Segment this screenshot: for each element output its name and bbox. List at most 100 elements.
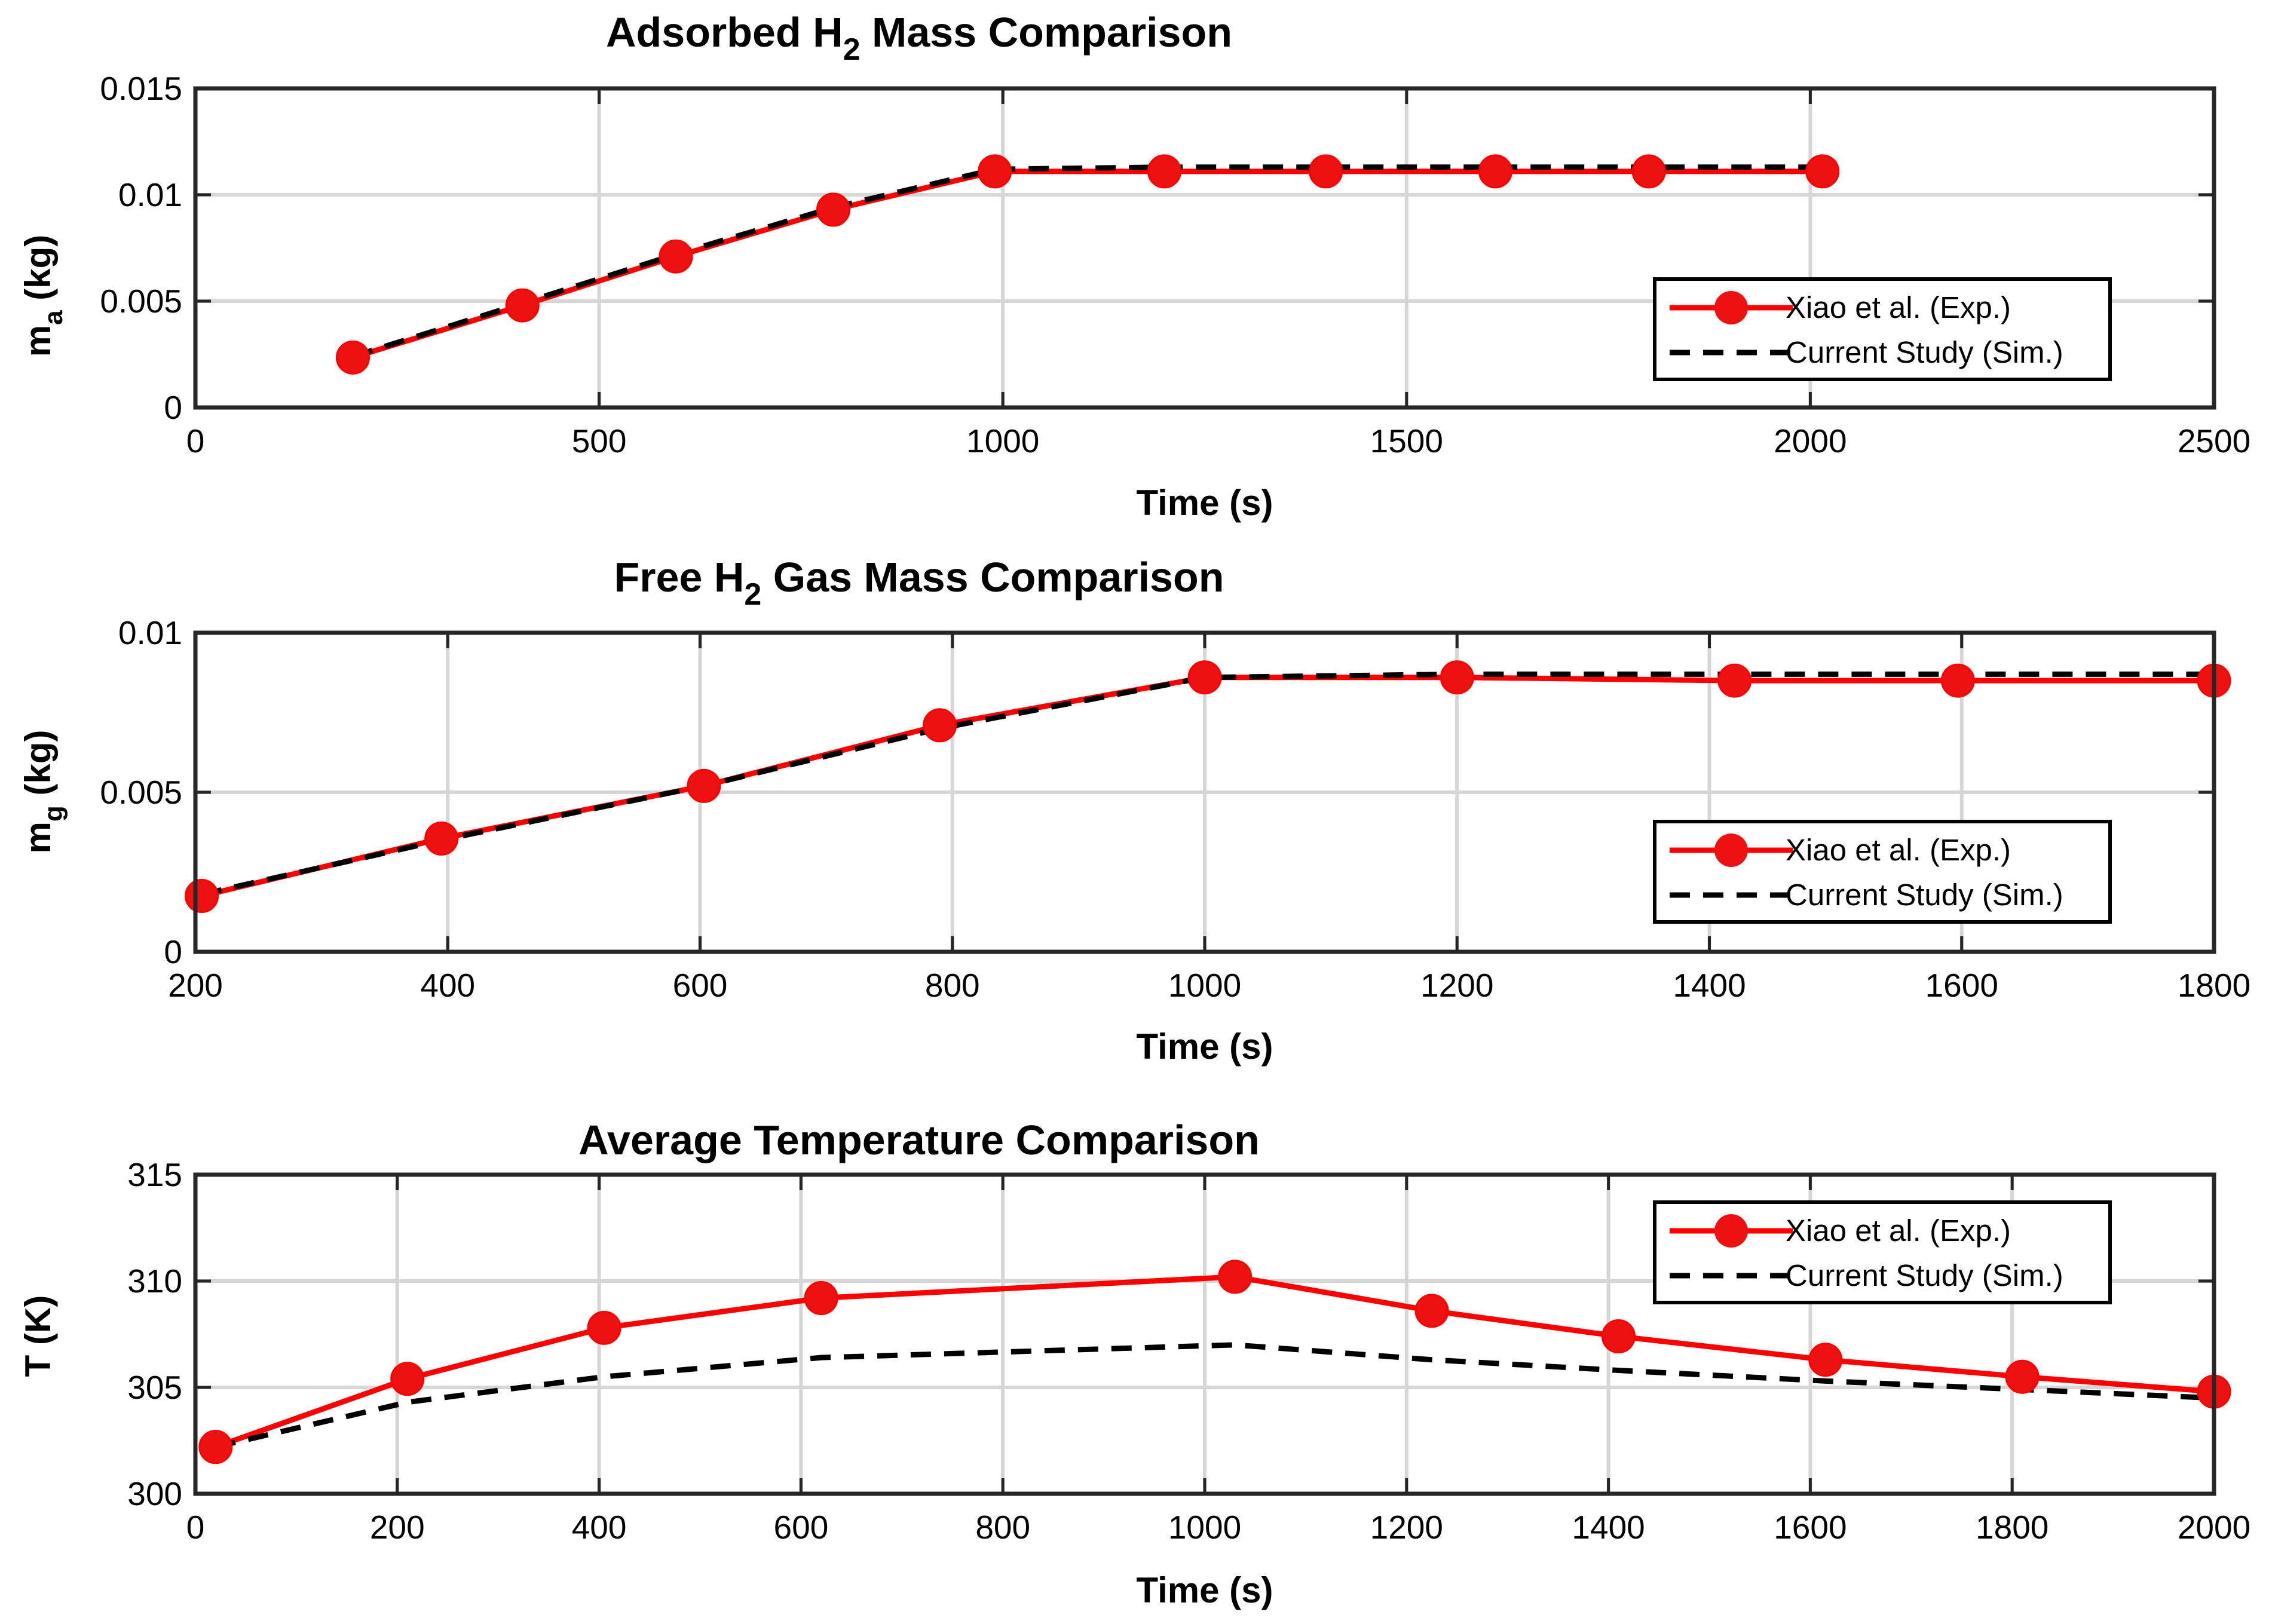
legend: Xiao et al. (Exp.) Current Study (Sim.) bbox=[1653, 820, 2112, 924]
y-tick-label: 310 bbox=[127, 1263, 182, 1300]
y-tick-label: 300 bbox=[127, 1475, 182, 1512]
x-tick-label: 1800 bbox=[1976, 1509, 2048, 1546]
legend-exp-label: Xiao et al. (Exp.) bbox=[1786, 1214, 2011, 1248]
y-axis-label: T (K) bbox=[18, 1295, 58, 1377]
x-tick-label: 600 bbox=[673, 967, 728, 1004]
exp-data-point bbox=[1414, 1294, 1449, 1328]
exp-data-point bbox=[198, 1430, 233, 1464]
axis-ticks: 0 200 400 600 800 1000 1200 1400 1600 1800 2000 300… bbox=[127, 1156, 2250, 1546]
plot-frame bbox=[193, 1172, 2216, 1496]
plot-frame bbox=[193, 630, 2216, 954]
x-tick-label: 400 bbox=[572, 1509, 627, 1546]
exp-data-point bbox=[185, 879, 219, 914]
legend-exp-marker bbox=[1714, 834, 1748, 867]
exp-data-point bbox=[335, 340, 370, 375]
x-tick-label: 200 bbox=[370, 1509, 425, 1546]
x-tick-label: 1600 bbox=[1925, 967, 1998, 1004]
exp-data-point bbox=[1601, 1319, 1636, 1354]
legend-exp-label: Xiao et al. (Exp.) bbox=[1786, 833, 2011, 867]
y-tick-label: 0.01 bbox=[118, 614, 182, 651]
x-tick-label: 1600 bbox=[1774, 1509, 1847, 1546]
x-tick-label: 200 bbox=[168, 967, 223, 1004]
panel-adsorbed-mass: Adsorbed H2 Mass Comparison Time (s) ma … bbox=[18, 9, 2250, 523]
x-tick-label: 2500 bbox=[2178, 422, 2250, 459]
exp-data-point bbox=[424, 821, 459, 856]
series-exp bbox=[352, 168, 1823, 360]
x-tick-label: 800 bbox=[975, 1509, 1030, 1546]
x-tick-label: 1500 bbox=[1370, 422, 1443, 459]
series-sim bbox=[198, 1260, 2231, 1464]
x-tick-label: 1800 bbox=[2178, 967, 2250, 1004]
plot-frame bbox=[193, 86, 2216, 410]
exp-data-point bbox=[659, 239, 693, 274]
chart-title: Adsorbed H2 Mass Comparison bbox=[606, 9, 1232, 67]
x-tick-label: 800 bbox=[925, 967, 980, 1004]
panel-temperature: Average Temperature Comparison Time (s) … bbox=[18, 1117, 2250, 1610]
x-tick-label: 0 bbox=[186, 422, 205, 459]
y-axis-label: mg (kg) bbox=[18, 730, 68, 854]
x-tick-label: 1200 bbox=[1370, 1509, 1443, 1546]
exp-data-point bbox=[1478, 154, 1512, 189]
axis-ticks: 0 500 1000 1500 2000 2500 0 0.005 0.01 0.015 bbox=[100, 70, 2250, 459]
y-tick-label: 0.01 bbox=[118, 176, 182, 213]
exp-data-point bbox=[1808, 1343, 1843, 1377]
legend-sim-label: Current Study (Sim.) bbox=[1786, 1258, 2063, 1292]
exp-data-point bbox=[816, 192, 850, 227]
chart-title: Average Temperature Comparison bbox=[578, 1117, 1260, 1163]
x-tick-label: 400 bbox=[420, 967, 475, 1004]
x-tick-label: 1000 bbox=[966, 422, 1039, 459]
exp-data-point bbox=[390, 1362, 425, 1396]
exp-data-point bbox=[1187, 660, 1222, 695]
legend-exp-marker bbox=[1714, 291, 1748, 324]
exp-data-point bbox=[923, 708, 957, 743]
y-tick-label: 0.005 bbox=[100, 774, 182, 811]
x-axis-label: Time (s) bbox=[1137, 1027, 1273, 1067]
series-sim bbox=[335, 154, 1840, 375]
legend-sim-label: Current Study (Sim.) bbox=[1786, 878, 2063, 912]
series-exp bbox=[215, 1274, 2215, 1450]
x-tick-label: 500 bbox=[572, 422, 627, 459]
legend-exp-label: Xiao et al. (Exp.) bbox=[1786, 290, 2011, 324]
legend-exp-marker bbox=[1714, 1214, 1748, 1248]
y-axis-label: ma (kg) bbox=[18, 235, 68, 357]
exp-data-point bbox=[1631, 154, 1666, 189]
exp-data-point bbox=[587, 1310, 621, 1345]
x-tick-label: 1000 bbox=[1168, 1509, 1241, 1546]
legend: Xiao et al. (Exp.) Current Study (Sim.) bbox=[1653, 277, 2112, 381]
y-tick-label: 0 bbox=[164, 389, 182, 426]
exp-data-point bbox=[1717, 663, 1752, 698]
exp-data-point bbox=[687, 768, 721, 803]
exp-data-point bbox=[978, 154, 1012, 189]
exp-data-point bbox=[505, 288, 540, 323]
exp-series-line bbox=[215, 1274, 2215, 1450]
sim-series-line bbox=[201, 671, 2214, 897]
x-tick-label: 0 bbox=[186, 1509, 205, 1546]
sim-series-line bbox=[352, 164, 1823, 359]
x-axis-label: Time (s) bbox=[1137, 483, 1273, 523]
exp-data-point bbox=[1440, 660, 1474, 695]
exp-data-point bbox=[1218, 1260, 1253, 1294]
y-tick-label: 0.005 bbox=[100, 283, 182, 320]
x-tick-label: 600 bbox=[774, 1509, 829, 1546]
exp-data-point bbox=[2005, 1359, 2040, 1394]
exp-data-point bbox=[804, 1280, 838, 1315]
panel-free-gas-mass: Free H2 Gas Mass Comparison Time (s) mg … bbox=[18, 554, 2250, 1067]
legend-sim-label: Current Study (Sim.) bbox=[1786, 335, 2063, 369]
y-tick-label: 315 bbox=[127, 1156, 182, 1193]
y-tick-label: 0 bbox=[164, 933, 182, 970]
exp-data-point bbox=[1309, 154, 1343, 189]
y-tick-label: 305 bbox=[127, 1369, 182, 1406]
x-tick-label: 2000 bbox=[2178, 1509, 2250, 1546]
x-tick-label: 1200 bbox=[1420, 967, 1493, 1004]
axis-ticks: 200 400 600 800 1000 1200 1400 1600 1800 0 0.005 0.… bbox=[100, 614, 2250, 1004]
chart-title: Free H2 Gas Mass Comparison bbox=[614, 554, 1224, 612]
exp-data-point bbox=[1940, 663, 1975, 698]
y-tick-label: 0.015 bbox=[100, 70, 182, 107]
x-tick-label: 1000 bbox=[1168, 967, 1241, 1004]
exp-series-line bbox=[352, 168, 1823, 360]
x-tick-label: 1400 bbox=[1572, 1509, 1645, 1546]
x-tick-label: 1400 bbox=[1673, 967, 1746, 1004]
legend: Xiao et al. (Exp.) Current Study (Sim.) bbox=[1653, 1200, 2112, 1304]
x-tick-label: 2000 bbox=[1774, 422, 1847, 459]
